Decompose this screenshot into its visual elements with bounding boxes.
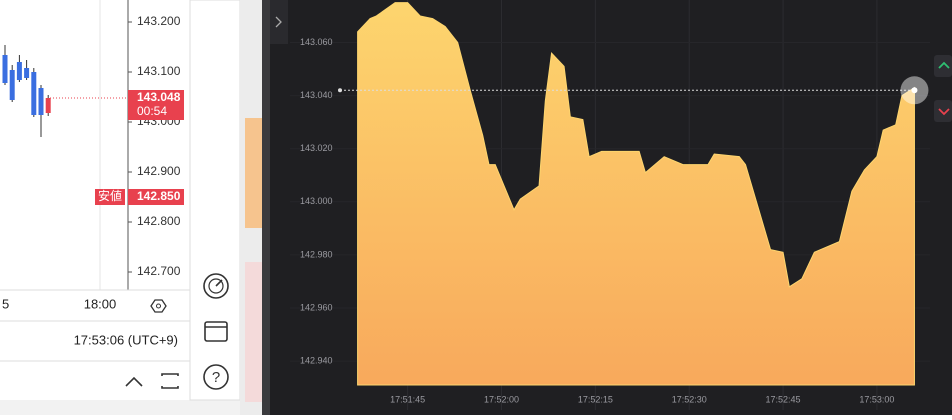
y-tick-label: 143.100: [137, 64, 181, 78]
y-tick-label: 142.700: [137, 264, 181, 278]
up-arrow: [938, 61, 950, 69]
help-icon[interactable]: [203, 364, 229, 390]
candle-body: [31, 72, 37, 115]
candle-body: [24, 68, 30, 78]
down-button[interactable]: [934, 100, 952, 122]
separator: [262, 0, 270, 415]
fullscreen-button[interactable]: [161, 373, 179, 389]
low-price: 142.850: [137, 189, 181, 203]
tool-column: [189, 0, 241, 401]
gauge-icon-inner: [208, 278, 224, 294]
countdown: 00:54: [137, 104, 167, 118]
ad-block: [245, 262, 262, 402]
candle-body: [16, 62, 22, 80]
y-tick-label: 142.900: [137, 164, 181, 178]
left-panel: [0, 0, 190, 415]
x-label: 5: [2, 296, 9, 311]
x-tick-label: 17:52:45: [766, 394, 801, 404]
candle-body: [38, 88, 44, 115]
low-name-tag: [95, 189, 125, 205]
x-tick-label: 17:52:00: [484, 394, 519, 404]
down-arrow: [938, 108, 950, 116]
y-tick-label: 142.980: [300, 249, 333, 259]
x-tick-label: 17:52:30: [672, 394, 707, 404]
y-tick-label: 143.020: [300, 143, 333, 153]
calendar-icon[interactable]: [204, 321, 228, 342]
y-tick-label: 143.040: [300, 90, 333, 100]
settings-icon[interactable]: [150, 299, 167, 313]
x-tick-label: 17:51:45: [390, 394, 425, 404]
bottom-strip: [0, 400, 240, 415]
candle-body: [2, 55, 8, 83]
current-dot: [911, 87, 918, 94]
gauge-needle: [215, 279, 223, 287]
candle-body: [9, 70, 15, 100]
help-mark: ?: [212, 369, 220, 386]
price-area: [357, 2, 915, 386]
candle-body: [45, 98, 51, 113]
clock: 17:53:06 (UTC+9): [74, 332, 178, 347]
x-tick-label: 17:53:00: [859, 394, 894, 404]
collapse-button[interactable]: [125, 376, 143, 387]
x-tick-label: 17:52:15: [578, 394, 613, 404]
current-price: 143.048: [137, 90, 181, 104]
y-tick-label: 142.940: [300, 355, 333, 365]
up-button[interactable]: [934, 55, 952, 77]
y-tick-label: 143.200: [137, 14, 181, 28]
low-tag: [128, 189, 184, 205]
gauge-icon[interactable]: [203, 273, 229, 299]
y-tick-label: 142.960: [300, 302, 333, 312]
low-name: 安値: [98, 188, 122, 203]
current-tag: [128, 90, 184, 120]
settings-icon-dot: [156, 303, 161, 309]
x-label: 18:00: [84, 296, 117, 311]
y-tick-label: 142.800: [137, 214, 181, 228]
y-tick-label: 143.060: [300, 37, 333, 47]
side-toggle[interactable]: [270, 0, 288, 44]
side-toggle-arrow: [275, 16, 282, 28]
reference-start: [338, 88, 342, 93]
ad-block: [245, 118, 262, 228]
y-tick-label: 143.000: [300, 196, 333, 206]
